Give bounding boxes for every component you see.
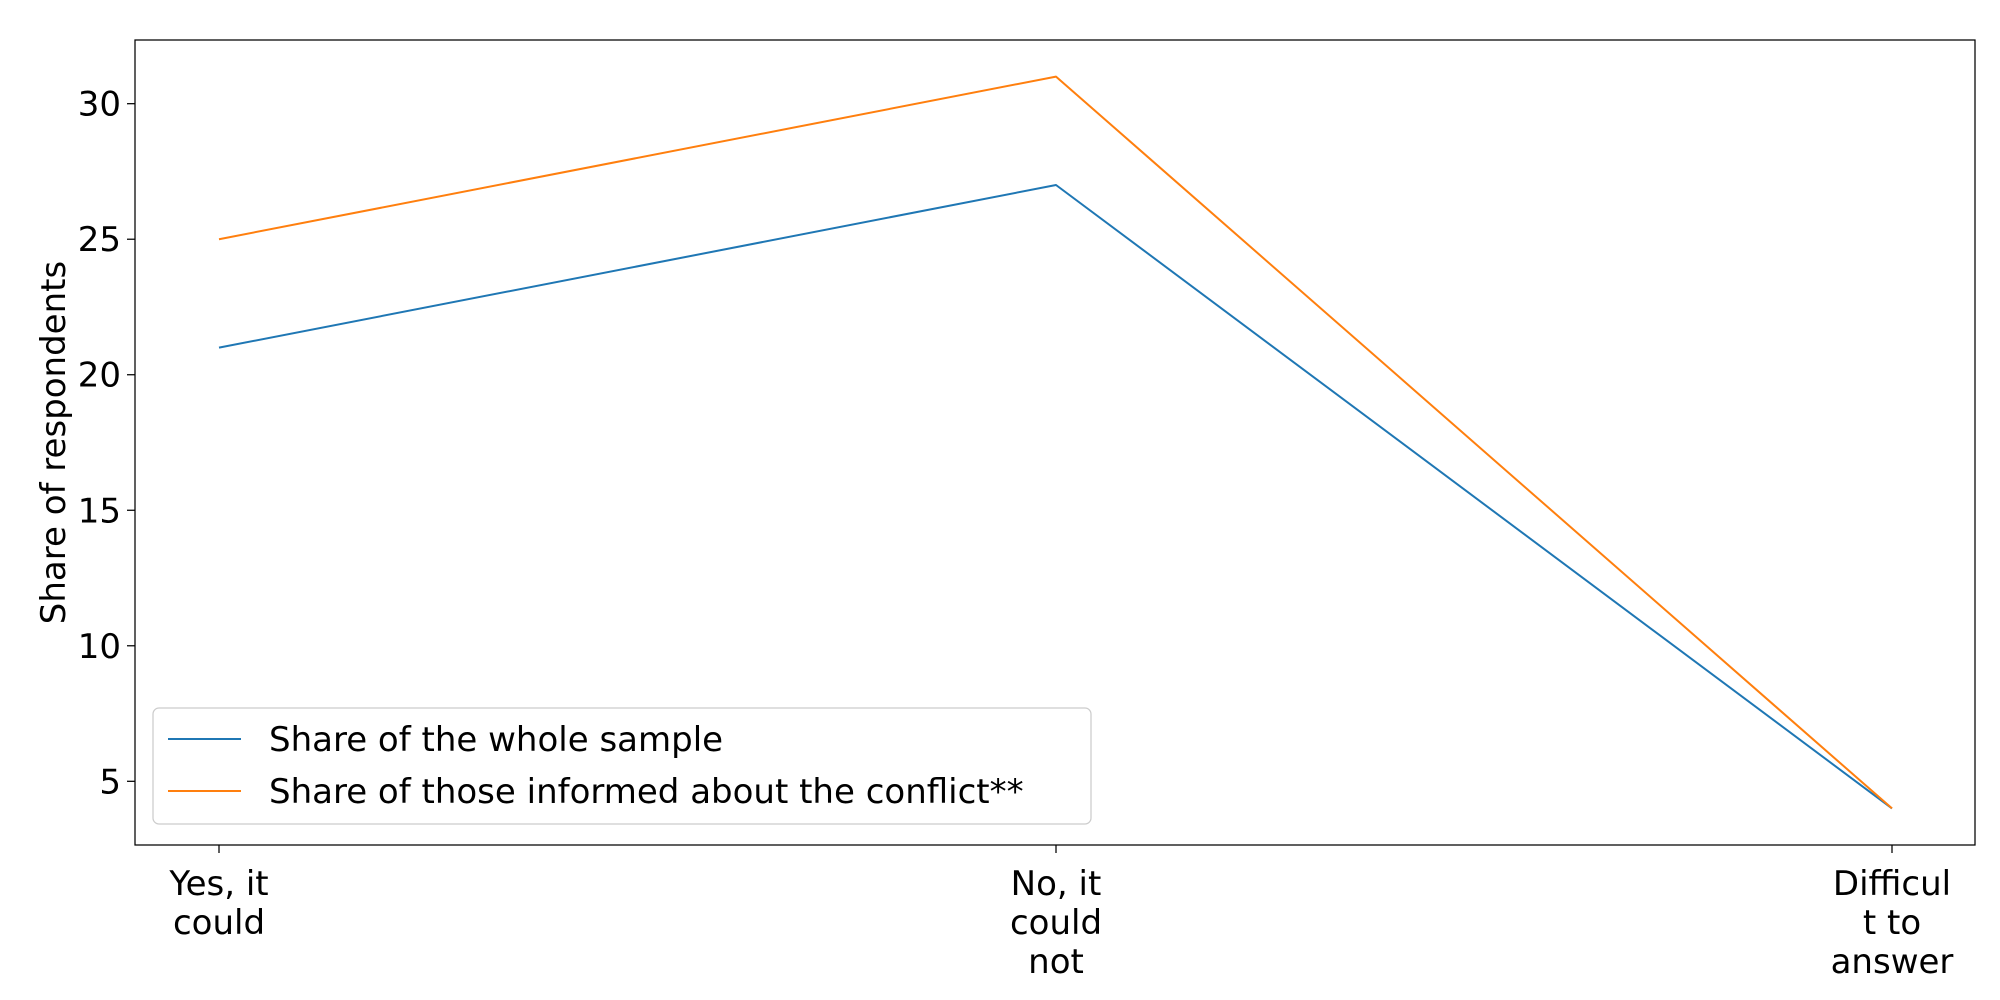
legend: Share of the whole sample Share of those … (152, 707, 1092, 825)
y-tick-label: 5 (99, 762, 121, 802)
series-line-2 (218, 75, 1893, 810)
y-tick-label: 20 (78, 356, 121, 396)
y-axis: 5 10 15 20 25 30 (78, 85, 135, 802)
legend-box (152, 707, 1092, 825)
series-layer (218, 75, 1893, 810)
x-tick-label: No, it could not (1010, 864, 1102, 982)
y-tick-label: 10 (78, 627, 121, 667)
x-axis: Yes, it could No, it could not Difficul t to an… (168, 845, 1953, 982)
y-axis-title: Share of respondents (34, 261, 74, 624)
y-tick-label: 30 (78, 85, 121, 125)
legend-label-2: Share of those informed about the confli… (269, 772, 1024, 812)
y-tick-label: 25 (78, 220, 121, 260)
plot-frame (134, 39, 1976, 846)
legend-label-1: Share of the whole sample (269, 720, 723, 760)
x-tick-label: Difficul t to answer (1831, 864, 1954, 982)
x-tick-label: Yes, it could (168, 864, 268, 943)
y-tick-label: 15 (78, 491, 121, 531)
series-line-1 (218, 184, 1893, 810)
